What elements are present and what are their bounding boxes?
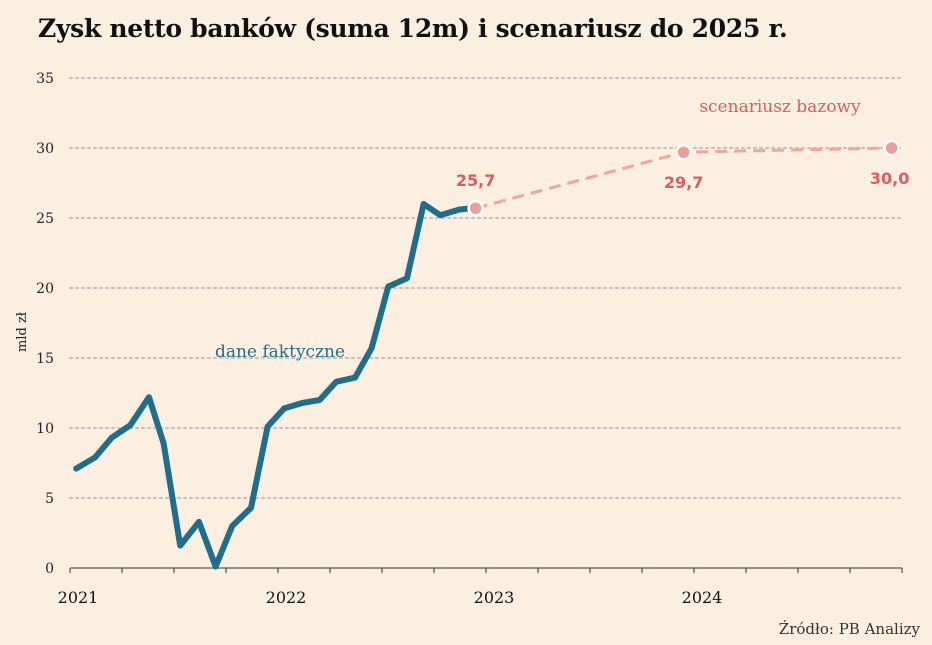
chart-title: Zysk netto banków (suma 12m) i scenarius… bbox=[38, 14, 788, 43]
y-tick-label: 35 bbox=[36, 71, 54, 87]
x-tick-label: 2023 bbox=[474, 588, 515, 607]
scenario-point bbox=[883, 139, 900, 157]
y-tick-label: 25 bbox=[36, 211, 54, 227]
series-label-scenario: scenariusz bazowy bbox=[699, 97, 861, 117]
x-tick-label: 2024 bbox=[682, 588, 723, 607]
data-labels: 25,7 29,7 30,0 bbox=[456, 169, 909, 192]
y-tick-label: 30 bbox=[36, 141, 54, 157]
y-tick-label: 5 bbox=[45, 491, 54, 507]
scenario-point bbox=[675, 143, 692, 161]
axes: 0 5 10 15 20 25 30 35 2021 2022 2023 2024 bbox=[36, 71, 903, 607]
data-points bbox=[467, 139, 900, 217]
data-label: 25,7 bbox=[456, 171, 495, 190]
source-note: Źródło: PB Analizy bbox=[778, 620, 920, 638]
gridlines bbox=[68, 76, 904, 500]
data-label: 29,7 bbox=[664, 173, 703, 192]
series-line-actual bbox=[73, 201, 475, 570]
y-tick-label: 20 bbox=[36, 281, 54, 297]
x-tick-label: 2022 bbox=[266, 588, 307, 607]
y-axis-label: mld zł bbox=[15, 311, 30, 352]
y-tick-label: 10 bbox=[36, 421, 54, 437]
x-tick-label: 2021 bbox=[58, 588, 99, 607]
data-label: 30,0 bbox=[870, 169, 909, 188]
series-label-actual: dane faktyczne bbox=[215, 342, 345, 362]
y-tick-label: 15 bbox=[36, 351, 54, 367]
y-tick-label: 0 bbox=[45, 561, 54, 577]
scenario-point bbox=[467, 199, 484, 217]
